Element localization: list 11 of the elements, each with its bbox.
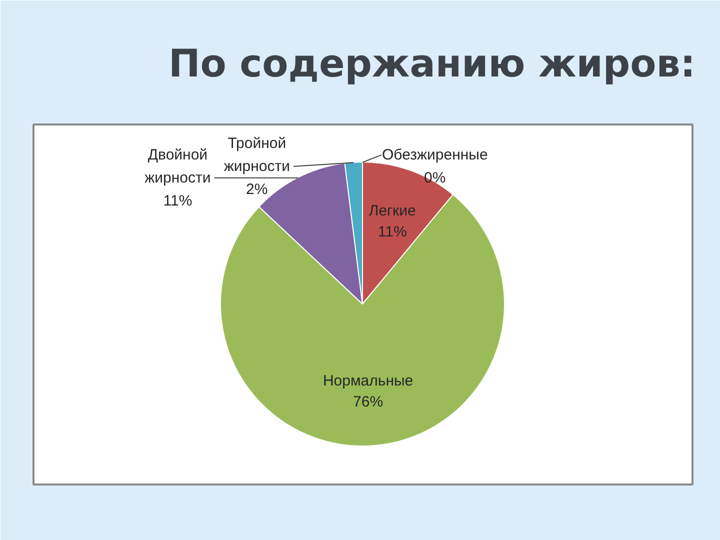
legend-label: Обезжиренные (382, 146, 488, 164)
data-label: 76% (353, 394, 384, 411)
text: 0% (424, 169, 446, 186)
data-label: 11% (378, 223, 407, 240)
data-label: 2% (246, 180, 268, 198)
chart-title: По содержанию жиров: (168, 42, 696, 86)
slice-label: Нормальные (322, 372, 414, 390)
data-label: 11% (163, 192, 192, 210)
slice-label: Тройной жирности (224, 134, 290, 175)
slice-label: Легкие (368, 202, 416, 220)
slice-label: Двойной жирности (144, 146, 211, 186)
